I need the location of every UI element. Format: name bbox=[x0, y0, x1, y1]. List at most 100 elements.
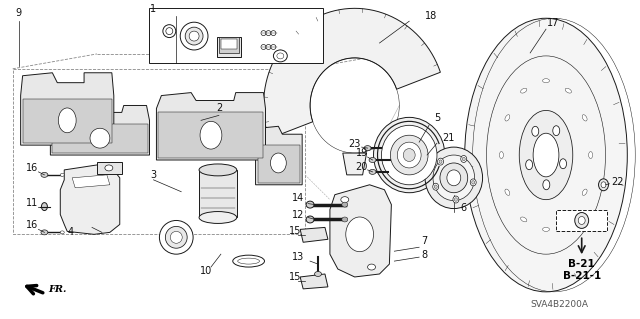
Ellipse shape bbox=[277, 53, 284, 59]
Text: 17: 17 bbox=[547, 18, 559, 28]
Text: 21: 21 bbox=[443, 133, 455, 143]
Ellipse shape bbox=[601, 182, 606, 188]
Ellipse shape bbox=[525, 160, 532, 170]
Ellipse shape bbox=[470, 179, 476, 186]
Ellipse shape bbox=[273, 50, 287, 62]
Ellipse shape bbox=[180, 22, 208, 50]
Text: 4: 4 bbox=[67, 227, 73, 237]
Ellipse shape bbox=[199, 211, 237, 223]
Ellipse shape bbox=[200, 121, 222, 149]
Polygon shape bbox=[60, 165, 120, 234]
Ellipse shape bbox=[434, 185, 437, 189]
Bar bbox=[217, 37, 241, 57]
Ellipse shape bbox=[342, 217, 348, 222]
Text: 18: 18 bbox=[425, 11, 437, 21]
Ellipse shape bbox=[369, 158, 376, 162]
Polygon shape bbox=[72, 175, 110, 188]
Polygon shape bbox=[264, 8, 440, 139]
Ellipse shape bbox=[367, 264, 376, 270]
Text: 3: 3 bbox=[150, 170, 157, 180]
Text: 23: 23 bbox=[349, 139, 361, 149]
Ellipse shape bbox=[465, 18, 627, 292]
Ellipse shape bbox=[41, 172, 48, 177]
Ellipse shape bbox=[189, 31, 199, 41]
Ellipse shape bbox=[105, 165, 113, 171]
Text: 10: 10 bbox=[200, 266, 212, 276]
Ellipse shape bbox=[58, 108, 76, 133]
Ellipse shape bbox=[369, 169, 376, 174]
Polygon shape bbox=[330, 185, 392, 277]
Bar bbox=[97, 162, 122, 174]
Text: 9: 9 bbox=[15, 8, 22, 18]
Ellipse shape bbox=[266, 45, 271, 49]
Ellipse shape bbox=[559, 159, 566, 169]
Ellipse shape bbox=[543, 79, 550, 83]
Ellipse shape bbox=[60, 174, 64, 176]
Ellipse shape bbox=[433, 155, 475, 201]
Ellipse shape bbox=[520, 88, 527, 93]
Ellipse shape bbox=[505, 115, 510, 121]
Ellipse shape bbox=[582, 189, 587, 195]
Ellipse shape bbox=[461, 155, 467, 162]
Text: 19: 19 bbox=[355, 148, 368, 158]
Ellipse shape bbox=[582, 115, 587, 121]
Ellipse shape bbox=[163, 25, 176, 38]
Polygon shape bbox=[22, 99, 112, 143]
Text: B-21-1: B-21-1 bbox=[563, 271, 601, 281]
Ellipse shape bbox=[233, 255, 264, 267]
Ellipse shape bbox=[314, 271, 321, 277]
Text: FR.: FR. bbox=[49, 285, 67, 294]
Ellipse shape bbox=[271, 153, 286, 173]
Ellipse shape bbox=[306, 216, 314, 223]
Ellipse shape bbox=[199, 164, 237, 176]
Ellipse shape bbox=[390, 135, 428, 175]
Ellipse shape bbox=[543, 227, 550, 231]
Ellipse shape bbox=[439, 160, 442, 163]
Ellipse shape bbox=[165, 226, 187, 248]
Ellipse shape bbox=[462, 157, 465, 161]
Polygon shape bbox=[20, 73, 114, 145]
Ellipse shape bbox=[447, 170, 461, 186]
Ellipse shape bbox=[261, 31, 266, 36]
Text: B-21: B-21 bbox=[568, 259, 595, 269]
Polygon shape bbox=[300, 227, 328, 242]
Text: 14: 14 bbox=[292, 193, 304, 203]
Ellipse shape bbox=[533, 133, 559, 177]
Ellipse shape bbox=[42, 203, 47, 211]
Polygon shape bbox=[51, 103, 150, 155]
Ellipse shape bbox=[166, 28, 173, 34]
Text: 22: 22 bbox=[611, 177, 623, 187]
Polygon shape bbox=[52, 124, 147, 153]
Text: 11: 11 bbox=[26, 198, 38, 208]
Bar bbox=[199, 170, 237, 218]
Ellipse shape bbox=[41, 230, 48, 235]
Ellipse shape bbox=[374, 117, 445, 193]
Text: 12: 12 bbox=[292, 210, 305, 219]
Ellipse shape bbox=[261, 45, 266, 49]
Ellipse shape bbox=[341, 197, 349, 203]
Ellipse shape bbox=[589, 152, 593, 159]
Text: 16: 16 bbox=[26, 163, 38, 173]
Ellipse shape bbox=[520, 217, 527, 222]
Bar bbox=[221, 39, 237, 49]
Ellipse shape bbox=[472, 181, 475, 184]
Bar bbox=[556, 210, 607, 231]
Text: 13: 13 bbox=[292, 252, 304, 262]
Ellipse shape bbox=[575, 212, 589, 228]
Ellipse shape bbox=[505, 189, 510, 195]
Ellipse shape bbox=[237, 258, 260, 264]
Ellipse shape bbox=[565, 217, 572, 222]
Ellipse shape bbox=[578, 217, 585, 225]
Ellipse shape bbox=[438, 158, 444, 165]
Polygon shape bbox=[257, 145, 300, 183]
Ellipse shape bbox=[60, 231, 64, 234]
Ellipse shape bbox=[170, 231, 182, 243]
Text: 1: 1 bbox=[150, 4, 157, 14]
Text: 5: 5 bbox=[434, 113, 440, 123]
Ellipse shape bbox=[266, 31, 271, 36]
Text: 15: 15 bbox=[289, 272, 301, 282]
Text: 2: 2 bbox=[216, 103, 222, 114]
Text: 20: 20 bbox=[355, 162, 368, 172]
Ellipse shape bbox=[381, 125, 437, 185]
Polygon shape bbox=[176, 114, 219, 127]
